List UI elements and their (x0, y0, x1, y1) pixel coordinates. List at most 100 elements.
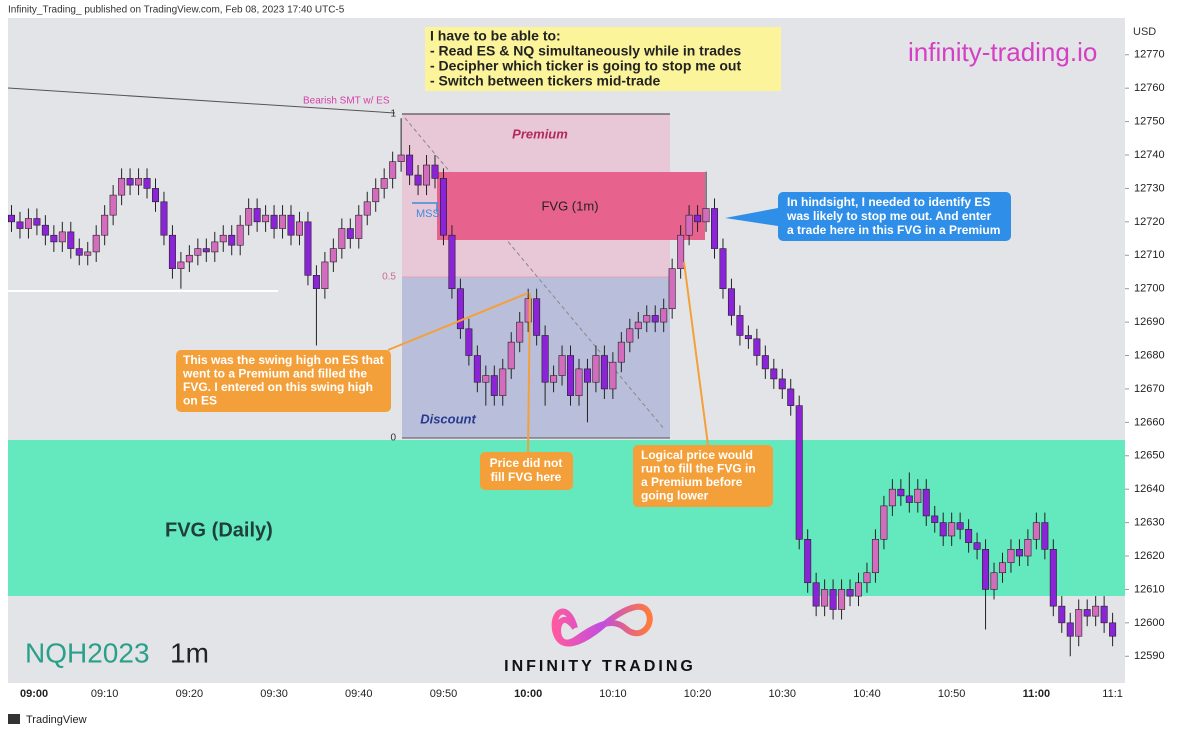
candle-body (897, 488, 905, 497)
candle-body (905, 495, 913, 503)
candle-body (533, 298, 541, 336)
candle-body (507, 341, 515, 370)
not-fill-line: Price did not (490, 456, 563, 470)
candle-body (245, 208, 253, 226)
candle-body (253, 208, 261, 223)
y-tick-label: 12620 (1134, 550, 1165, 562)
candle-body (236, 224, 244, 246)
candle-body (355, 214, 363, 239)
candle-body (228, 234, 236, 246)
hindsight-callout (778, 192, 1011, 241)
candle-body (550, 375, 558, 383)
note-line: - Read ES & NQ simultaneously while in t… (430, 43, 741, 59)
smt-line (7, 87, 396, 114)
y-tick-label: 12600 (1134, 617, 1165, 629)
y-tick-label: 12650 (1134, 450, 1165, 462)
x-tick-label: 10:00 (514, 688, 542, 700)
swing-high-line: FVG. I entered on this swing high (183, 380, 373, 394)
y-tick-label: 12700 (1134, 283, 1165, 295)
candle-body (75, 248, 83, 256)
candle-body (1075, 609, 1083, 637)
y-axis-label: USD (1133, 26, 1156, 38)
y-tick-label: 12590 (1134, 650, 1165, 662)
y-tick-label: 12740 (1134, 149, 1165, 161)
x-tick-label: 11:1 (1102, 688, 1123, 700)
logical-line: Logical price would (641, 448, 753, 462)
candle-body (16, 221, 24, 229)
callout-pointer (725, 208, 778, 226)
candle-body (516, 321, 524, 343)
candle-body (567, 355, 575, 396)
candle-body (727, 288, 735, 316)
not-fill-line: fill FVG here (491, 470, 562, 484)
y-tick-label: 12770 (1134, 49, 1165, 61)
candle-body (160, 201, 168, 236)
candle-body (465, 328, 473, 356)
candle-body (651, 315, 659, 323)
mss-line (412, 202, 438, 212)
candle-body (804, 539, 812, 584)
annotations: I have to be able to:- Read ES & NQ simu… (176, 27, 1011, 647)
candle-body (1109, 622, 1117, 637)
candle-body (668, 268, 676, 310)
y-tick-label: 12610 (1134, 583, 1165, 595)
candle-body (524, 298, 532, 323)
y-tick-label: 12630 (1134, 517, 1165, 529)
y-tick-label: 12720 (1134, 216, 1165, 228)
y-tick-label: 12640 (1134, 483, 1165, 495)
candle-body (761, 355, 769, 370)
candle-body (702, 208, 710, 223)
discount-label: Discount (420, 411, 476, 426)
site-name: infinity-trading.io (908, 37, 1097, 67)
x-tick-label: 10:10 (599, 688, 627, 700)
candle-body (8, 214, 16, 223)
logical-callout (633, 445, 773, 507)
candle-body (965, 528, 973, 543)
x-tick-label: 09:20 (176, 688, 204, 700)
candle-body (711, 208, 719, 249)
candle-body (118, 178, 126, 196)
time-axis (0, 683, 1125, 734)
candle-body (575, 368, 583, 396)
candle-body (558, 355, 566, 376)
candle-body (880, 505, 888, 540)
price-axis (1125, 0, 1200, 734)
candle-body (854, 582, 862, 597)
candle-body (829, 589, 837, 610)
candle-body (304, 221, 312, 276)
candle-body (956, 522, 964, 530)
candle-body (1092, 605, 1100, 617)
candle-body (372, 188, 380, 203)
candle-body (499, 368, 507, 396)
footer-brand: TradingView (26, 714, 87, 726)
y-tick-label: 12730 (1134, 182, 1165, 194)
hindsight-line: In hindsight, I needed to identify ES (787, 195, 990, 209)
candle-body (660, 308, 668, 323)
y-tick-label: 12760 (1134, 82, 1165, 94)
candle-body (219, 234, 227, 243)
candle-body (151, 188, 159, 203)
candle-body (58, 231, 66, 243)
candle-body (389, 161, 397, 179)
candle-body (295, 221, 303, 236)
candle-body (719, 248, 727, 289)
note-line: I have to be able to: (430, 28, 561, 44)
publish-info: Infinity_Trading_ published on TradingVi… (8, 5, 345, 16)
y-tick-label: 12660 (1134, 416, 1165, 428)
y-tick-label: 12680 (1134, 349, 1165, 361)
candle-body (871, 539, 879, 574)
candle-body (1083, 609, 1091, 617)
candle-body (423, 164, 431, 186)
candle-body (778, 378, 786, 390)
callout-pointer (683, 261, 709, 446)
candle-body (592, 355, 600, 383)
candle-body (439, 178, 447, 236)
candle-body (677, 234, 685, 269)
candle-body (1024, 539, 1032, 557)
tv-logo (8, 714, 20, 724)
logo-mark (551, 603, 653, 647)
candle-body (143, 178, 151, 189)
callout-pointer (387, 292, 529, 351)
candle-body (1100, 605, 1108, 624)
candle-body (617, 341, 625, 363)
